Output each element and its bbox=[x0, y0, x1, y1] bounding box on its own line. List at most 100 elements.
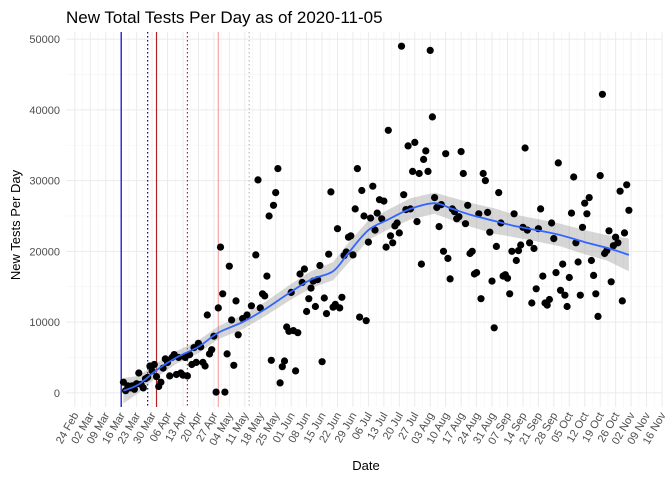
data-point bbox=[506, 290, 514, 298]
data-point bbox=[201, 362, 209, 370]
data-point bbox=[475, 210, 483, 218]
data-point bbox=[223, 350, 231, 358]
data-point bbox=[230, 361, 238, 369]
data-point bbox=[417, 260, 425, 268]
data-point bbox=[559, 260, 567, 268]
data-point bbox=[261, 292, 269, 300]
data-point bbox=[409, 167, 417, 175]
data-point bbox=[512, 256, 520, 265]
y-tick-label: 50000 bbox=[29, 34, 60, 46]
smooth-line bbox=[123, 202, 630, 392]
data-point bbox=[510, 210, 518, 218]
grid-minor bbox=[66, 32, 662, 407]
data-point bbox=[280, 357, 289, 365]
data-point bbox=[400, 191, 408, 199]
data-point bbox=[539, 272, 547, 280]
data-point bbox=[272, 189, 280, 197]
data-point bbox=[424, 167, 432, 175]
data-point bbox=[325, 250, 333, 258]
data-point bbox=[530, 244, 538, 253]
data-point bbox=[371, 226, 379, 234]
data-point bbox=[486, 228, 494, 236]
data-point bbox=[307, 284, 315, 292]
data-point bbox=[415, 169, 423, 178]
data-point bbox=[545, 295, 554, 304]
data-point bbox=[455, 213, 463, 221]
data-point bbox=[442, 150, 450, 158]
data-point bbox=[219, 290, 227, 298]
data-point bbox=[543, 301, 551, 309]
data-point bbox=[468, 247, 476, 255]
data-point bbox=[411, 138, 419, 146]
data-point bbox=[479, 169, 487, 178]
data-point bbox=[216, 243, 225, 251]
data-point bbox=[397, 42, 406, 50]
data-point bbox=[477, 295, 485, 303]
data-point bbox=[435, 223, 443, 231]
data-point bbox=[508, 247, 516, 255]
data-point bbox=[459, 169, 467, 178]
data-point bbox=[333, 225, 342, 233]
data-point bbox=[612, 233, 620, 241]
data-point bbox=[552, 269, 560, 277]
data-point bbox=[422, 147, 430, 155]
data-point bbox=[356, 313, 364, 321]
data-point bbox=[252, 251, 260, 259]
data-point bbox=[322, 310, 331, 318]
data-point bbox=[150, 360, 158, 369]
data-point bbox=[532, 285, 540, 293]
data-point bbox=[338, 293, 346, 301]
data-point bbox=[311, 302, 319, 311]
data-point bbox=[431, 194, 439, 202]
data-point bbox=[327, 188, 335, 196]
data-point bbox=[537, 205, 545, 213]
data-point bbox=[605, 227, 613, 235]
data-point bbox=[212, 388, 220, 396]
data-point bbox=[495, 189, 503, 197]
x-axis-title: Date bbox=[352, 458, 379, 473]
data-point bbox=[274, 165, 282, 173]
data-point bbox=[426, 46, 434, 55]
data-point bbox=[139, 384, 147, 392]
data-point bbox=[214, 304, 222, 312]
data-point bbox=[521, 144, 529, 152]
data-points bbox=[119, 42, 633, 396]
data-point bbox=[386, 232, 395, 240]
data-point bbox=[556, 286, 565, 294]
data-point bbox=[243, 311, 251, 319]
data-point bbox=[565, 273, 573, 282]
data-point bbox=[393, 219, 401, 227]
y-tick-label: 40000 bbox=[29, 105, 60, 117]
chart-title: New Total Tests Per Day as of 2020-11-05 bbox=[66, 8, 383, 27]
data-point bbox=[247, 302, 255, 310]
data-point bbox=[420, 155, 428, 163]
data-point bbox=[554, 159, 562, 167]
data-point bbox=[488, 277, 496, 285]
data-point bbox=[576, 291, 584, 299]
data-point bbox=[256, 304, 264, 312]
data-point bbox=[353, 165, 361, 173]
data-point bbox=[616, 187, 624, 195]
data-point bbox=[492, 242, 500, 250]
data-point bbox=[318, 358, 326, 366]
data-point bbox=[203, 311, 211, 319]
data-point bbox=[444, 254, 452, 262]
data-point bbox=[620, 229, 629, 237]
data-point bbox=[548, 219, 556, 227]
data-point bbox=[592, 290, 600, 298]
reference-lines bbox=[120, 32, 250, 407]
data-point bbox=[587, 256, 596, 265]
confidence-band bbox=[123, 192, 629, 404]
data-point bbox=[503, 274, 512, 282]
data-point bbox=[364, 238, 372, 246]
data-point bbox=[166, 372, 174, 380]
data-point bbox=[362, 317, 370, 325]
data-point bbox=[457, 148, 465, 156]
data-point bbox=[378, 215, 386, 223]
data-point bbox=[303, 307, 311, 316]
data-point bbox=[550, 235, 558, 243]
data-point bbox=[347, 232, 355, 240]
data-point bbox=[294, 329, 302, 337]
data-point bbox=[461, 220, 470, 228]
